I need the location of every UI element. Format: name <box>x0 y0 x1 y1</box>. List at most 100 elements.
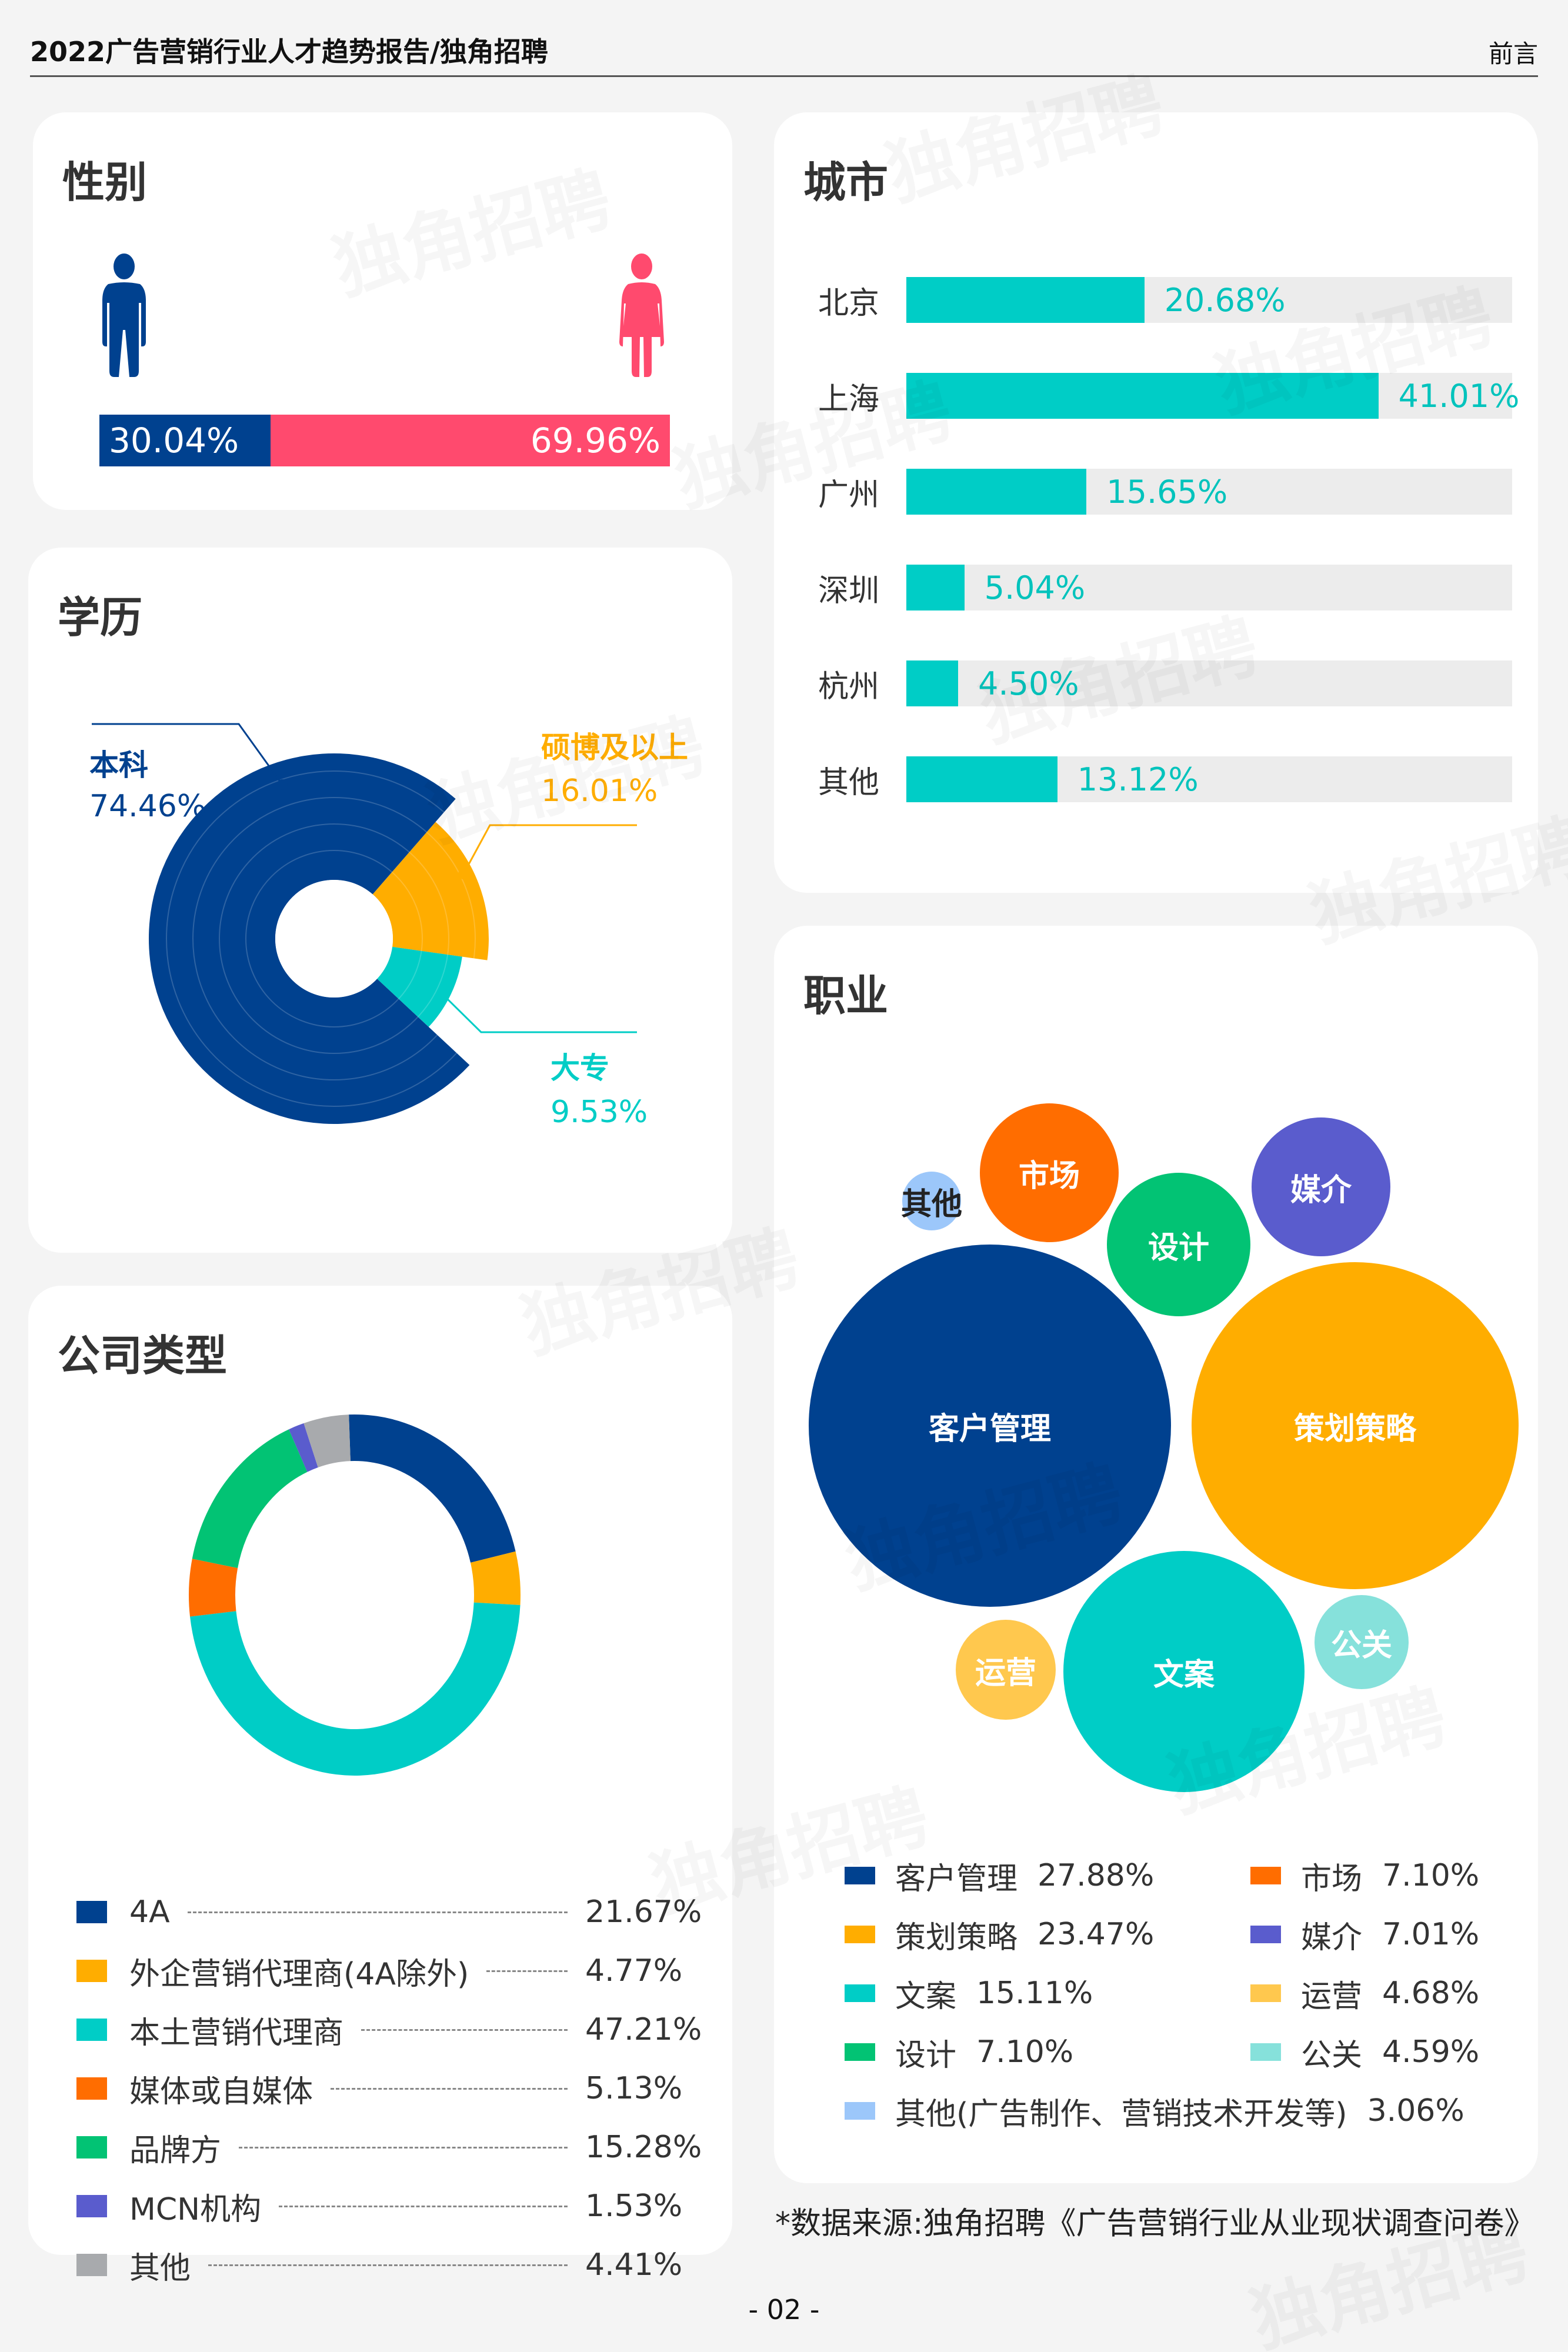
legend-name: 运营 <box>1301 1979 1363 2014</box>
city-percent: 4.50% <box>978 665 1079 702</box>
legend-name: 策划策略 <box>895 1920 1018 1956</box>
city-bar-track: 4.50% <box>906 660 1512 706</box>
legend-swatch <box>845 1926 875 1943</box>
company-type-card: 公司类型 4A 21.67% 外企营销代理商(4A除外) 4.77% 本土营销代理商 47… <box>28 1286 732 2286</box>
legend-item: 品牌方 15.28% <box>76 2127 702 2168</box>
legend-name: 客户管理 <box>895 1861 1018 1897</box>
gender-card: 性别 30.04% 69.96% <box>33 112 732 510</box>
leader-dashes <box>187 1911 568 1913</box>
occupation-bubble: 媒介 <box>1252 1117 1390 1256</box>
edu-segment-master <box>372 822 489 960</box>
bubble-label: 公关 <box>1330 1627 1392 1663</box>
legend-swatch <box>76 2019 107 2041</box>
section-label: 前言 <box>1488 39 1538 68</box>
legend-value: 5.13% <box>585 2071 683 2106</box>
city-percent: 41.01% <box>1398 377 1520 415</box>
card-title: 城市 <box>803 158 889 207</box>
female-segment: 69.96% <box>271 415 670 466</box>
legend-name: 媒体或自媒体 <box>129 2074 313 2110</box>
legend-item: 外企营销代理商(4A除外) 4.77% <box>76 1950 700 1992</box>
city-bar-fill <box>906 469 1087 515</box>
page-number: - 02 - <box>748 2294 820 2326</box>
city-bar-fill <box>906 756 1057 802</box>
card-title: 学历 <box>58 593 143 642</box>
legend-value: 7.10% <box>1382 1858 1480 1893</box>
legend-swatch <box>76 2077 107 2100</box>
company-segment <box>289 1423 318 1472</box>
city-name: 广州 <box>818 477 880 513</box>
legend-name: 文案 <box>895 1979 957 2014</box>
occupation-bubble: 其他 <box>901 1172 962 1230</box>
legend-value: 1.53% <box>585 2188 683 2224</box>
edu-pct-master: 16.01% <box>541 773 658 809</box>
occupation-bubble: 策划策略 <box>1192 1262 1519 1589</box>
legend-value: 21.67% <box>585 1894 702 1930</box>
legend-swatch <box>76 1960 107 1982</box>
male-icon <box>102 253 146 377</box>
legend-value: 7.01% <box>1382 1917 1480 1952</box>
legend-item: 本土营销代理商 47.21% <box>76 2009 702 2051</box>
legend-name: 品牌方 <box>129 2133 222 2168</box>
legend-item: 公关 4.59% <box>1250 2031 1479 2073</box>
occupation-bubble: 文案 <box>1063 1551 1305 1792</box>
legend-swatch <box>845 1867 875 1884</box>
female-percent: 69.96% <box>530 421 660 461</box>
legend-name: MCN机构 <box>129 2191 262 2227</box>
bubble-label: 文案 <box>1153 1657 1215 1693</box>
ring-guide <box>219 823 449 1054</box>
card-title: 公司类型 <box>58 1331 228 1380</box>
edu-label-college: 大专 <box>551 1051 609 1085</box>
gender-ratio-bar: 30.04% 69.96% <box>99 415 670 466</box>
legend-item: 客户管理 27.88% <box>845 1855 1154 1897</box>
male-segment: 30.04% <box>99 415 271 466</box>
education-radial-chart <box>92 723 637 1124</box>
legend-name: 设计 <box>895 2037 957 2073</box>
legend-swatch <box>76 2136 107 2158</box>
legend-item: 媒体或自媒体 5.13% <box>76 2068 700 2110</box>
report-title: 2022广告营销行业人才趋势报告/独角招聘 <box>30 36 548 68</box>
legend-name: 公关 <box>1301 2037 1363 2073</box>
company-segment <box>470 1551 521 1606</box>
legend-value: 15.28% <box>585 2130 702 2165</box>
leader-dashes <box>486 1970 568 1972</box>
occupation-bubble: 客户管理 <box>809 1245 1171 1607</box>
city-percent: 20.68% <box>1164 281 1286 319</box>
legend-value: 4.41% <box>585 2247 683 2283</box>
city-bar-track: 15.65% <box>906 469 1512 515</box>
city-bar-fill <box>906 660 959 706</box>
company-segment <box>349 1414 516 1563</box>
leader-dashes <box>239 2146 568 2149</box>
city-bar-fill <box>906 277 1145 323</box>
city-name: 杭州 <box>818 669 880 705</box>
legend-swatch <box>1250 1984 1281 2002</box>
city-row: 上海 41.01% <box>818 373 1519 419</box>
company-segment <box>192 1429 308 1569</box>
ring-guide <box>245 850 423 1027</box>
education-card: 学历 本科 74.46% 硕博及以上 16.01% 大专 9.53% <box>28 548 732 1253</box>
female-icon <box>619 253 664 377</box>
company-donut-chart <box>189 1414 521 1776</box>
legend-name: 4A <box>129 1894 170 1930</box>
legend-swatch <box>1250 1926 1281 1943</box>
legend-value: 4.68% <box>1382 1976 1480 2011</box>
legend-item: 文案 15.11% <box>845 1973 1093 2014</box>
occupation-bubble: 设计 <box>1107 1173 1250 1316</box>
edu-label-master: 硕博及以上 <box>541 730 688 765</box>
city-name: 深圳 <box>818 573 880 609</box>
city-name: 北京 <box>818 285 880 321</box>
city-row: 广州 15.65% <box>818 469 1512 515</box>
legend-item: 策划策略 23.47% <box>845 1914 1155 1956</box>
city-percent: 13.12% <box>1077 760 1199 798</box>
city-bar-track: 20.68% <box>906 277 1512 323</box>
legend-item: 设计 7.10% <box>845 2031 1073 2073</box>
bubble-label: 策划策略 <box>1293 1411 1416 1447</box>
legend-name: 市场 <box>1301 1861 1363 1897</box>
edu-segment-bachelor <box>148 753 470 1124</box>
city-row: 杭州 4.50% <box>818 660 1512 706</box>
leader-dashes <box>331 2087 568 2090</box>
legend-item: 运营 4.68% <box>1250 1973 1479 2014</box>
occupation-bubble: 公关 <box>1315 1595 1409 1689</box>
legend-value: 15.11% <box>976 1976 1093 2011</box>
legend-value: 7.10% <box>976 2034 1074 2070</box>
legend-value: 23.47% <box>1037 1917 1155 1952</box>
